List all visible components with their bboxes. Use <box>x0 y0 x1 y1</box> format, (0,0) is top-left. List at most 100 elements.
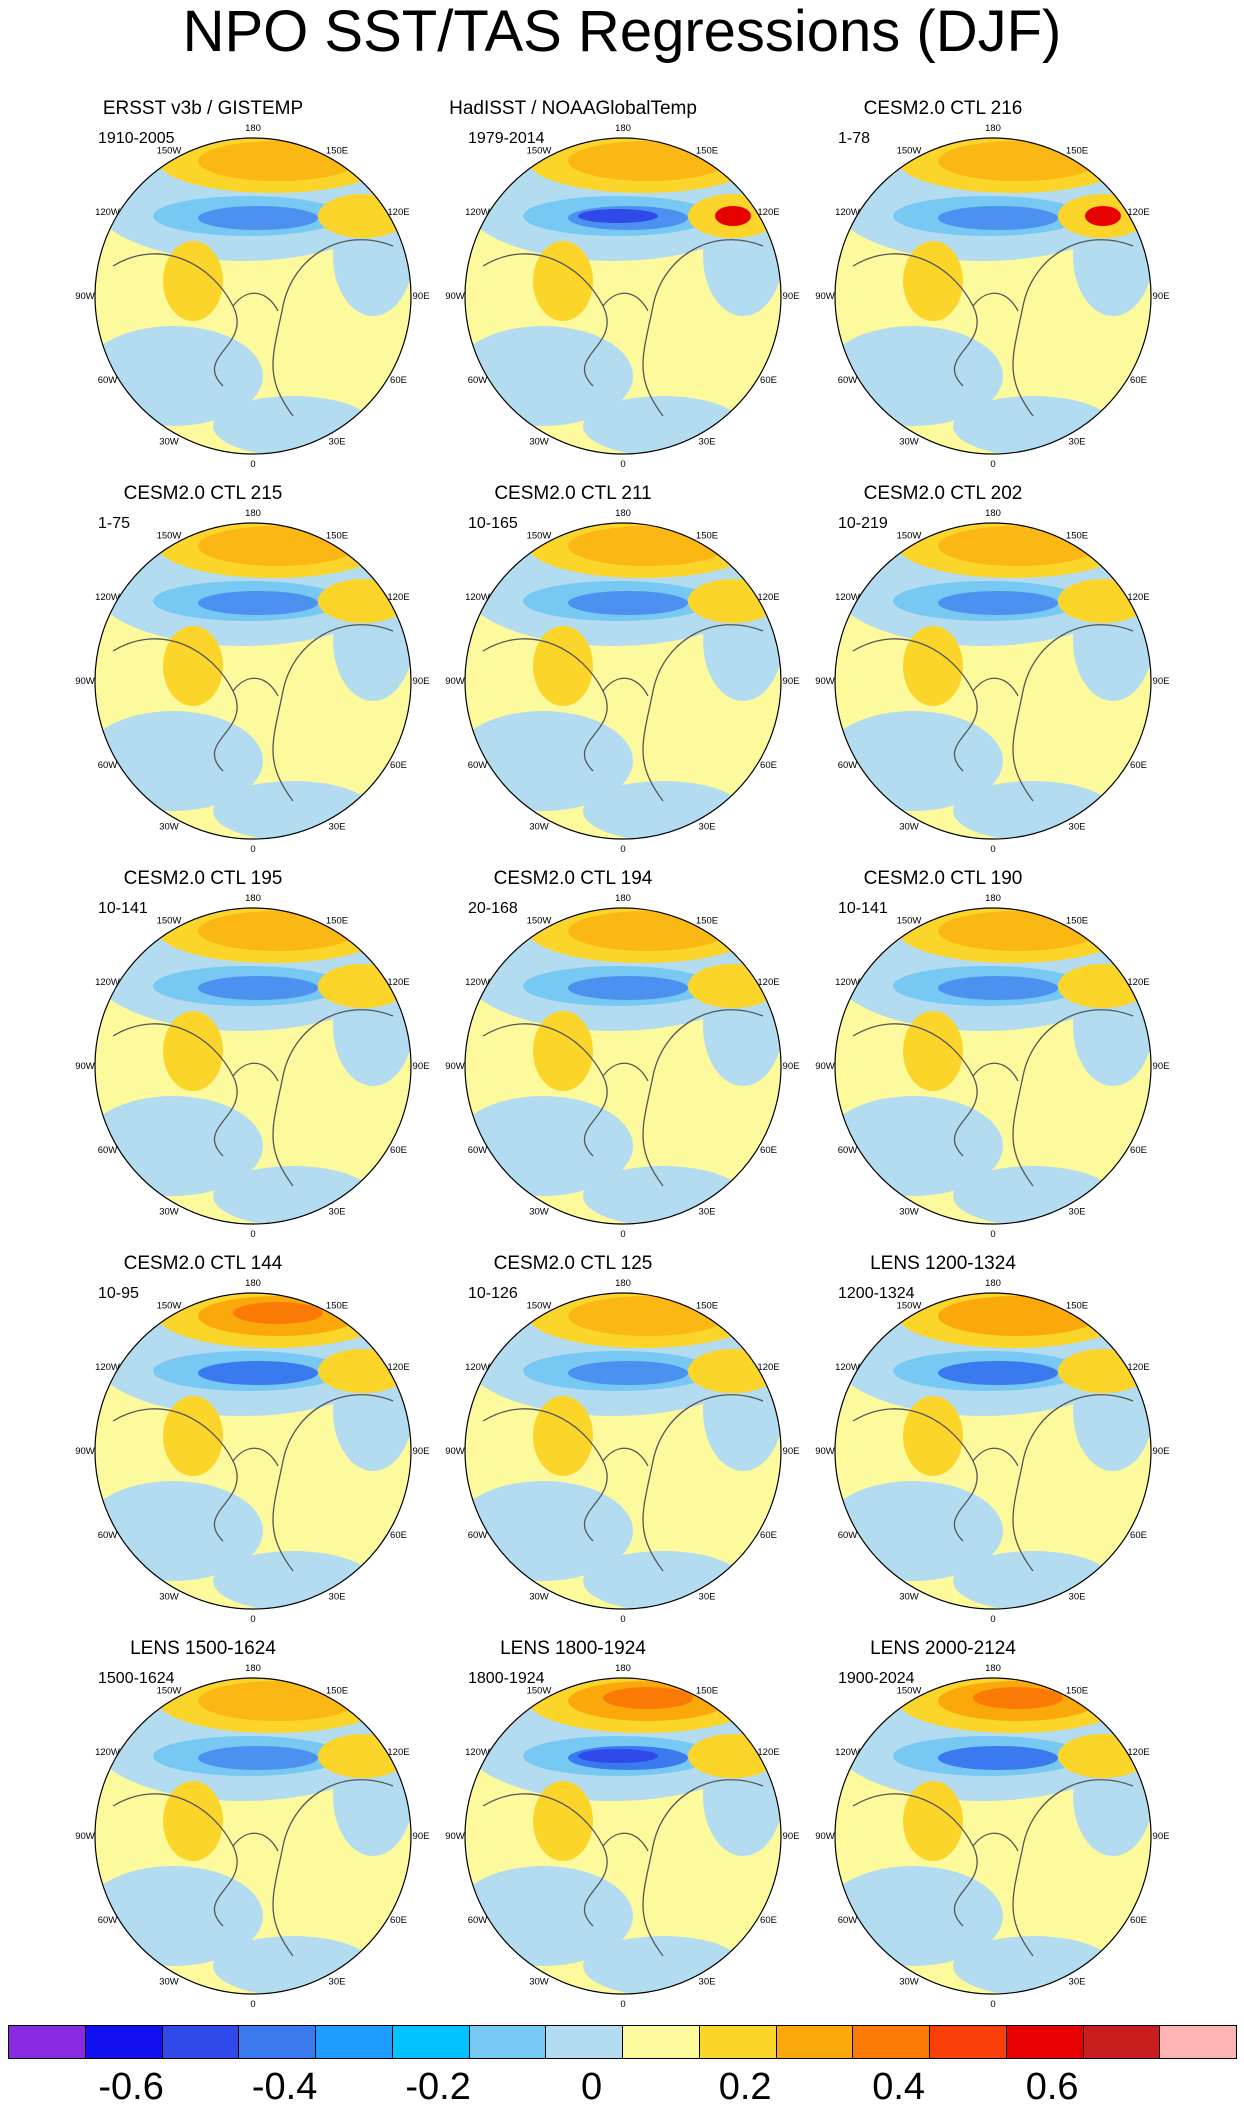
polar-map: 180 150E 120E 90E 60E 30E 0 30W 60W 90W 120W 150W <box>445 508 799 855</box>
colorbar-swatch <box>391 2025 470 2059</box>
longitude-label: 30E <box>1069 1591 1086 1602</box>
longitude-label: 60W <box>468 760 488 771</box>
longitude-label: 90W <box>815 1061 835 1072</box>
longitude-label: 150W <box>897 916 922 927</box>
panel-title: CESM2.0 CTL 195 <box>123 868 283 889</box>
panel-period: 1979-2014 <box>468 130 545 147</box>
longitude-label: 30E <box>1069 1976 1086 1987</box>
map-panel: CESM2.0 CTL 215 1-75 180 150E 120E 90E 60E 30E 0… <box>0 483 429 863</box>
longitude-label: 30W <box>529 1591 549 1602</box>
longitude-label: 90E <box>413 291 430 302</box>
map-panel: CESM2.0 CTL 125 10-126 180 150E 120E 90E 60E 30… <box>368 1253 799 1633</box>
longitude-label: 30W <box>529 1206 549 1217</box>
longitude-label: 90E <box>1153 676 1170 687</box>
panel-period: 1-78 <box>838 130 871 147</box>
longitude-label: 90W <box>815 291 835 302</box>
longitude-label: 180 <box>245 123 261 134</box>
longitude-label: 150E <box>696 1686 718 1697</box>
longitude-label: 90E <box>1153 1831 1170 1842</box>
panel-title: LENS 1200-1324 <box>870 1253 1016 1274</box>
longitude-label: 60W <box>838 1530 858 1541</box>
panel-title: HadISST / NOAAGlobalTemp <box>449 98 697 119</box>
longitude-label: 30E <box>329 1976 346 1987</box>
map-panel: CESM2.0 CTL 194 20-168 180 150E 120E 90E 60E 30… <box>368 868 799 1248</box>
longitude-label: 180 <box>245 893 261 904</box>
map-panel: CESM2.0 CTL 216 1-78 180 150E 120E 90E 60E 30E 0… <box>738 98 1169 478</box>
longitude-label: 30E <box>329 436 346 447</box>
panel-title: CESM2.0 CTL 211 <box>494 483 652 504</box>
panel-title: CESM2.0 CTL 144 <box>123 1253 283 1274</box>
longitude-label: 60W <box>468 1530 488 1541</box>
longitude-label: 180 <box>985 508 1001 519</box>
colorbar-swatch <box>775 2025 854 2059</box>
longitude-label: 150W <box>527 1686 552 1697</box>
longitude-label: 90W <box>445 1061 465 1072</box>
map-panel: LENS 1800-1924 1800-1924 180 150E 120E 90E 60E… <box>368 1638 799 2018</box>
colorbar-label: -0.6 <box>98 2066 164 2108</box>
longitude-label: 120E <box>757 977 779 988</box>
longitude-label: 60W <box>838 1915 858 1926</box>
longitude-label: 120E <box>387 1747 409 1758</box>
longitude-label: 60E <box>390 760 407 771</box>
longitude-label: 30W <box>529 821 549 832</box>
longitude-label: 150E <box>1066 531 1088 542</box>
polar-map: 180 150E 120E 90E 60E 30E 0 30W 60W 90W 120W 150W <box>445 1663 799 2010</box>
panel-title: CESM2.0 CTL 216 <box>863 98 1023 119</box>
longitude-label: 120W <box>465 1362 490 1373</box>
longitude-label: 60E <box>1130 375 1147 386</box>
longitude-label: 90W <box>445 676 465 687</box>
longitude-label: 120W <box>835 1747 860 1758</box>
polar-map: 180 150E 120E 90E 60E 30E 0 30W 60W 90W 120W 150W <box>815 1278 1169 1625</box>
panel-title: CESM2.0 CTL 190 <box>863 868 1023 889</box>
longitude-label: 0 <box>250 459 255 470</box>
longitude-label: 90W <box>445 1446 465 1457</box>
polar-map: 180 150E 120E 90E 60E 30E 0 30W 60W 90W 120W 150W <box>815 508 1169 855</box>
longitude-label: 90W <box>75 1061 95 1072</box>
longitude-label: 180 <box>985 893 1001 904</box>
longitude-label: 90W <box>815 676 835 687</box>
longitude-label: 120E <box>1127 207 1149 218</box>
longitude-label: 120W <box>835 207 860 218</box>
longitude-label: 60E <box>390 375 407 386</box>
longitude-label: 180 <box>985 123 1001 134</box>
panel-period: 10-141 <box>838 900 888 917</box>
longitude-label: 150W <box>157 146 182 157</box>
longitude-label: 150E <box>696 531 718 542</box>
longitude-label: 150W <box>527 1301 552 1312</box>
longitude-label: 150E <box>696 916 718 927</box>
longitude-label: 120E <box>387 1362 409 1373</box>
colorbar: -0.6 -0.4 -0.2 0 0.2 0.4 0.6 <box>8 2025 1237 2111</box>
longitude-label: 120E <box>387 977 409 988</box>
longitude-label: 150W <box>897 1301 922 1312</box>
colorbar-swatch <box>468 2025 547 2059</box>
longitude-label: 0 <box>990 1229 995 1240</box>
longitude-label: 120E <box>757 1362 779 1373</box>
longitude-label: 30W <box>899 1206 919 1217</box>
longitude-label: 60E <box>1130 1530 1147 1541</box>
longitude-label: 180 <box>245 508 261 519</box>
longitude-label: 150E <box>326 146 348 157</box>
longitude-label: 0 <box>990 1999 995 2010</box>
panel-period: 10-219 <box>838 515 888 532</box>
longitude-label: 60W <box>98 1915 118 1926</box>
longitude-label: 30E <box>699 1976 716 1987</box>
panel-title: CESM2.0 CTL 202 <box>863 483 1023 504</box>
colorbar-swatch <box>1005 2025 1084 2059</box>
map-panel: CESM2.0 CTL 202 10-219 180 150E 120E 90E 60E 30… <box>738 483 1169 863</box>
longitude-label: 90W <box>815 1831 835 1842</box>
panel-period: 10-95 <box>98 1285 139 1302</box>
panel-title: CESM2.0 CTL 215 <box>123 483 283 504</box>
longitude-label: 30E <box>329 1206 346 1217</box>
longitude-label: 60E <box>1130 1915 1147 1926</box>
longitude-label: 120W <box>95 1362 120 1373</box>
longitude-label: 60E <box>390 1530 407 1541</box>
longitude-label: 30E <box>699 1591 716 1602</box>
longitude-label: 90E <box>783 291 800 302</box>
polar-map: 180 150E 120E 90E 60E 30E 0 30W 60W 90W 120W 150W <box>815 123 1169 470</box>
panel-title: LENS 1800-1924 <box>500 1638 646 1659</box>
colorbar-swatch <box>161 2025 240 2059</box>
longitude-label: 30W <box>899 821 919 832</box>
panel-period: 1200-1324 <box>838 1285 915 1302</box>
longitude-label: 90E <box>413 1061 430 1072</box>
colorbar-swatch <box>238 2025 316 2059</box>
